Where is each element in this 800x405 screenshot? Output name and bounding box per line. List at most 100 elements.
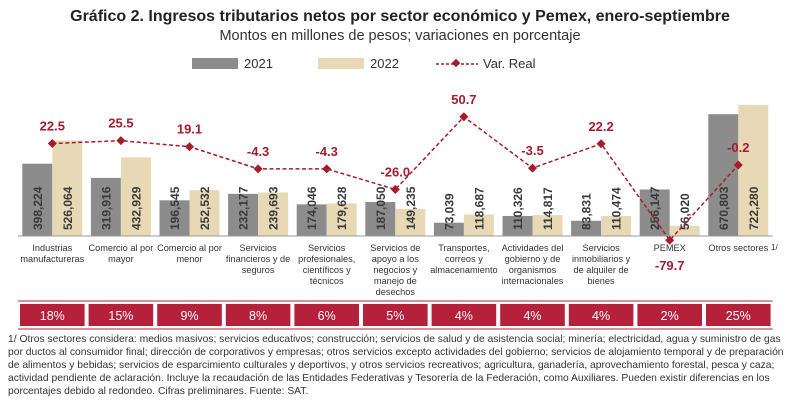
var-real-marker-8 xyxy=(596,139,606,149)
bar-value-label-2021-6: 73,039 xyxy=(442,193,456,230)
legend-swatch-2021 xyxy=(192,58,238,69)
share-label-4: 6% xyxy=(318,309,336,323)
var-real-label-6: 50.7 xyxy=(451,92,476,107)
bar-2022-10 xyxy=(738,104,769,237)
legend-label-2022: 2022 xyxy=(370,56,399,71)
var-real-label-2: 19.1 xyxy=(177,122,202,137)
var-real-label-0: 22.5 xyxy=(40,119,65,134)
var-real-marker-7 xyxy=(527,163,538,173)
bar-2021-2 xyxy=(159,200,190,236)
share-label-2: 9% xyxy=(180,309,198,323)
share-cell-5 xyxy=(363,304,428,326)
share-label-5: 5% xyxy=(386,309,404,323)
bar-value-label-2021-7: 110,326 xyxy=(511,187,525,230)
category-label-1-line-1: mayor xyxy=(108,254,134,264)
bar-value-label-2021-3: 232,177 xyxy=(237,186,251,230)
category-label-5-line-3: manejo de xyxy=(374,276,417,286)
category-label-4-line-1: profesionales, xyxy=(298,254,355,264)
bar-2021-3 xyxy=(228,193,259,236)
var-real-marker-5 xyxy=(390,184,400,194)
category-label-0-line-1: manufactureras xyxy=(20,254,84,264)
bar-value-label-2021-0: 398,224 xyxy=(31,186,45,230)
bar-value-label-2022-8: 110,474 xyxy=(610,187,624,230)
category-label-6-line-0: Transportes, xyxy=(438,243,489,253)
var-real-marker-0 xyxy=(47,138,57,149)
bar-line-chart: 2021 2022 Var. Real 398,224 526,064 319,916 43… xyxy=(18,56,778,330)
bar-2022-9 xyxy=(669,225,700,236)
bar-2022-7 xyxy=(532,215,563,236)
category-label-7-line-0: Actividades del xyxy=(502,243,564,253)
var-real-label-3: -4.3 xyxy=(247,144,269,159)
bar-2022-5 xyxy=(395,208,426,236)
var-real-label-4: -4.3 xyxy=(315,144,337,159)
bar-2021-8 xyxy=(571,220,602,236)
category-label-4-line-0: Servicios xyxy=(308,243,346,253)
bar-value-label-2022-6: 118,687 xyxy=(472,187,486,230)
category-label-8-line-3: bienes xyxy=(588,276,615,286)
category-label-2-line-1: menor xyxy=(176,254,202,264)
legend-label-2021: 2021 xyxy=(244,56,273,71)
share-cell-3 xyxy=(225,304,291,326)
category-label-5-line-1: apoyo a los xyxy=(372,254,419,264)
category-label-7-line-1: gobierno y de xyxy=(505,254,561,264)
var-real-label-10: -0.2 xyxy=(727,140,749,155)
category-label-6-line-1: correos y xyxy=(445,254,483,264)
var-real-marker-6 xyxy=(459,112,469,122)
category-label-1-line-0: Comercio al por xyxy=(88,243,153,253)
bar-value-label-2022-5: 149,235 xyxy=(404,186,418,230)
category-label-5-line-4: desechos xyxy=(376,287,416,297)
chart-title: Gráfico 2. Ingresos tributarios netos po… xyxy=(70,8,730,25)
bar-2022-0 xyxy=(52,140,83,236)
share-cell-1 xyxy=(88,304,154,326)
bar-2021-7 xyxy=(502,215,533,236)
var-real-label-7: -3.5 xyxy=(521,143,543,158)
category-label-5-line-2: negocios y xyxy=(373,265,417,275)
category-label-3-line-2: seguros xyxy=(242,265,275,275)
category-label-3-line-0: Servicios xyxy=(239,243,277,253)
share-label-9: 2% xyxy=(661,309,679,323)
bar-2021-9 xyxy=(639,189,670,236)
bar-value-label-2022-0: 526,064 xyxy=(61,186,75,230)
share-label-8: 4% xyxy=(592,309,610,323)
category-label-8-line-1: inmobiliarios y xyxy=(572,254,631,264)
share-cell-2 xyxy=(157,304,222,326)
category-label-8-line-2: de alquiler de xyxy=(574,265,629,275)
bar-value-label-2022-4: 179,628 xyxy=(335,186,349,230)
bar-value-label-2021-5: 187,050 xyxy=(374,186,388,230)
bar-2022-1 xyxy=(120,157,151,236)
var-real-marker-4 xyxy=(322,164,332,174)
bar-2021-5 xyxy=(365,202,396,236)
share-label-3: 8% xyxy=(249,309,267,323)
footnote-marker: 1/ xyxy=(771,243,778,252)
share-label-10: 25% xyxy=(726,309,751,323)
bar-value-label-2021-2: 196,545 xyxy=(168,186,182,230)
var-real-marker-1 xyxy=(116,136,126,146)
share-cell-4 xyxy=(294,304,359,326)
footnote: 1/ Otros sectores considera: medios masi… xyxy=(8,334,784,397)
bar-value-label-2022-7: 114,817 xyxy=(541,187,555,230)
share-label-6: 4% xyxy=(455,309,473,323)
bar-value-label-2022-9: 56,020 xyxy=(678,193,692,230)
var-real-label-9: -79.7 xyxy=(655,258,685,273)
bar-2022-8 xyxy=(601,215,632,236)
category-label-7-line-2: organismos xyxy=(509,265,557,275)
bar-value-label-2022-1: 432,929 xyxy=(129,186,143,230)
share-cell-0 xyxy=(20,304,85,326)
var-real-label-5: -26.0 xyxy=(380,164,410,179)
category-label-9-line-0: PEMEX xyxy=(654,243,686,253)
bar-value-label-2021-1: 319,916 xyxy=(99,186,113,230)
category-label-10-line-0: Otros sectores xyxy=(708,243,768,253)
share-cell-10 xyxy=(706,304,771,326)
bar-2021-1 xyxy=(90,177,121,236)
bar-2022-3 xyxy=(258,192,289,236)
bar-2022-2 xyxy=(189,190,220,236)
share-label-1: 15% xyxy=(108,309,133,323)
var-real-label-8: 22.2 xyxy=(588,119,613,134)
category-label-0-line-0: Industrias xyxy=(32,243,72,253)
var-real-marker-3 xyxy=(253,164,263,174)
var-real-label-1: 25.5 xyxy=(108,116,133,131)
category-label-4-line-3: técnicos xyxy=(310,276,344,286)
bar-2021-0 xyxy=(22,163,53,236)
bar-2021-10 xyxy=(708,114,739,236)
category-label-5-line-0: Servicios de xyxy=(370,243,420,253)
